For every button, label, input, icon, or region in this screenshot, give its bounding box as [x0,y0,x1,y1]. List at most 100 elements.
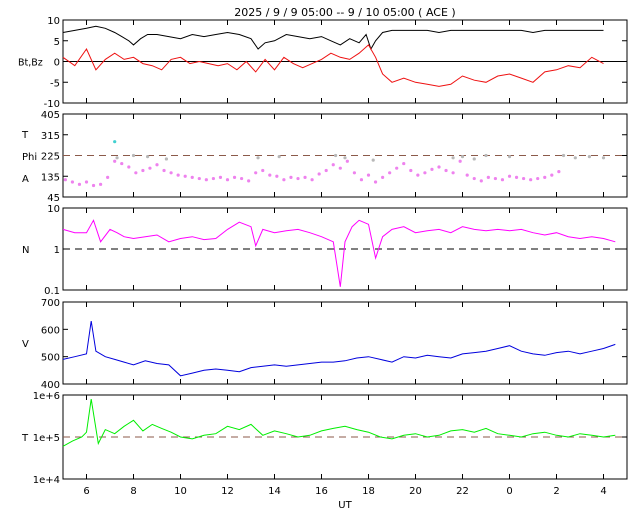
data-point [557,170,561,174]
data-point [113,140,117,144]
data-point [493,176,497,181]
data-point [416,173,420,177]
y-tick-label: 315 [41,131,60,142]
y-axis-label: Phi [22,152,37,163]
data-point [169,171,173,175]
data-point [409,168,413,173]
data-point [113,159,117,163]
data-point [225,178,230,182]
data-point [529,178,533,182]
data-point [514,175,519,180]
data-point [176,173,180,177]
panel-bfield: 10 5 0 -5 -10 Bt,Bz [18,16,628,110]
data-point [507,155,512,159]
data-point [430,167,434,171]
x-tick-label: 6 [83,486,89,497]
data-point [500,178,505,182]
series-points-theta [113,140,117,144]
y-axis-label: A [22,174,29,185]
data-point [543,175,547,180]
y-tick-label: 5 [54,37,60,48]
data-point [573,156,577,160]
series-points-phi [63,159,561,188]
y-tick-label: 1 [54,245,60,256]
data-point [256,156,260,160]
data-point [211,176,215,181]
panel-speed: 700 600 500 400 V [22,298,628,391]
y-tick-label: 0 [54,58,60,69]
data-point [141,168,145,173]
data-point [484,153,488,158]
data-point [359,178,364,182]
data-point [317,172,321,176]
data-point [395,166,399,170]
series-line-n [62,219,616,287]
data-point [352,171,356,175]
x-tick-label: 10 [174,486,187,497]
x-tick-label: 8 [130,486,136,497]
data-point [310,178,314,182]
data-point [345,159,349,163]
data-point [507,174,512,178]
panel-theta_phi: 405 315 225 135 45 T Phi A [21,110,628,204]
y-tick-label: 400 [41,380,60,391]
panel-frame [62,301,628,385]
data-point [240,176,244,181]
data-point [373,180,378,184]
data-point [289,175,293,180]
x-tick-label: 4 [600,486,606,497]
panel-temperature: 1e+6 1e+5 1e+4 T [21,391,628,486]
data-point [134,171,138,175]
data-point [601,156,606,160]
data-point [451,156,455,160]
y-tick-label: 0.1 [44,286,60,297]
data-point [522,176,526,181]
data-point [63,178,67,182]
data-point [148,166,152,170]
x-tick-label: 2 [553,486,559,497]
data-point [536,176,540,181]
y-tick-label: 225 [41,152,60,163]
data-point [343,156,347,160]
y-tick-label: 600 [41,325,60,336]
series-line-bz [62,44,604,87]
y-axis-label: N [22,245,29,256]
y-axis-label: T [21,130,29,141]
series-line-v [62,321,616,377]
data-point [99,182,103,186]
y-tick-label: 1e+4 [33,475,60,486]
y-axis-label: V [22,339,29,350]
x-tick-label: 20 [409,486,422,497]
data-point [268,173,272,177]
data-point [146,155,150,159]
x-tick-label: 18 [362,486,375,497]
x-tick-label: 16 [315,486,328,497]
data-point [120,161,124,166]
data-point [218,175,223,180]
y-axis-label: Bt,Bz [18,58,43,69]
x-tick-label: 12 [221,486,234,497]
y-tick-label: 1e+6 [33,391,60,402]
data-point [282,178,286,182]
data-point [183,174,187,178]
data-point [131,153,136,158]
y-tick-label: 405 [41,110,60,121]
y-tick-label: -5 [50,78,60,89]
data-point [486,175,490,180]
y-tick-label: 10 [47,16,60,27]
data-point [115,156,119,160]
data-point [338,166,342,170]
data-point [451,171,455,175]
data-point [277,155,281,159]
data-point [465,173,469,177]
series-line-t [62,399,616,447]
data-point [190,175,194,180]
x-axis-label: UT [338,500,352,511]
data-point [324,168,328,173]
data-point [381,175,385,180]
y-tick-label: 10 [47,204,60,215]
y-tick-label: -10 [44,99,60,110]
data-point [155,163,159,167]
data-point [106,175,110,180]
